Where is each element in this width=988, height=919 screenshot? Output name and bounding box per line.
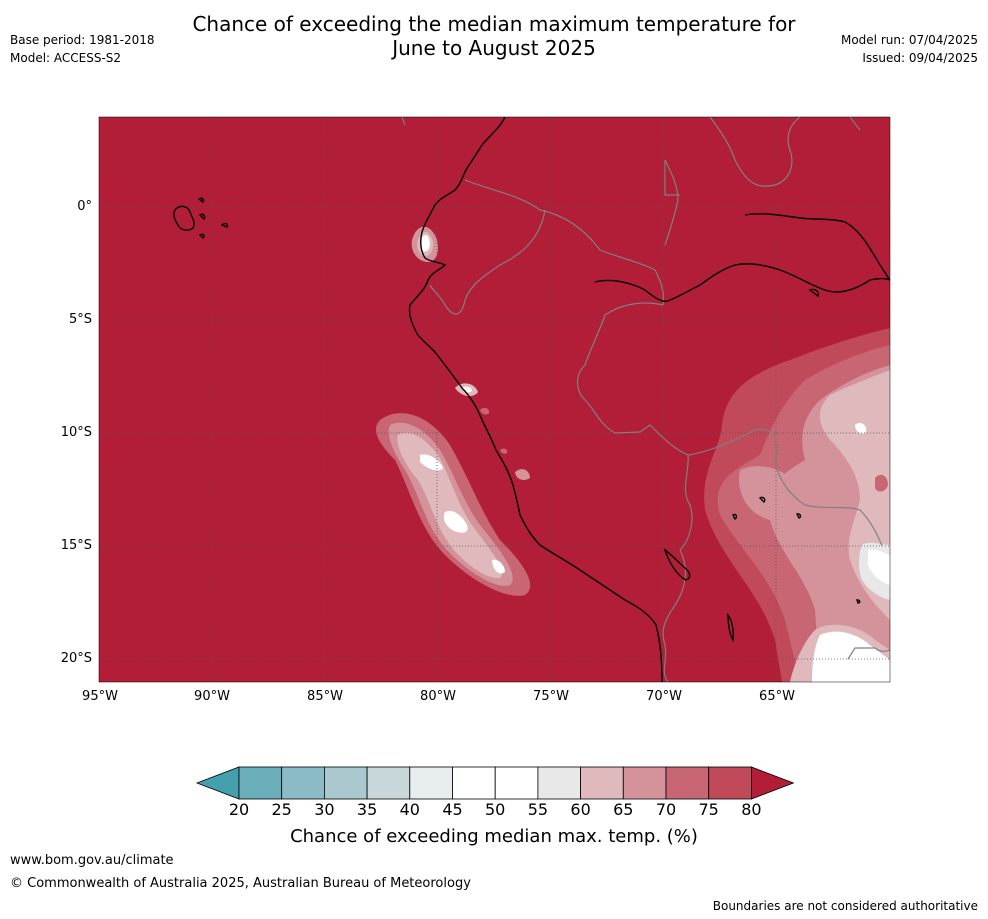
meta-left: Base period: 1981-2018 Model: ACCESS-S2 [10, 31, 155, 67]
colorbar-tick-label: 55 [527, 800, 549, 819]
title-line-1: Chance of exceeding the median maximum t… [192, 12, 796, 36]
copyright-text: © Commonwealth of Australia 2025, Austra… [10, 876, 471, 891]
base-period: Base period: 1981-2018 [10, 33, 155, 47]
chart-title: Chance of exceeding the median maximum t… [0, 12, 988, 60]
country-borders [401, 117, 890, 682]
colorbar-segment [494, 766, 539, 800]
colorbar-segment [665, 766, 710, 800]
colorbar-tick-label: 80 [741, 800, 762, 819]
lat-label-15s: 15°S [60, 538, 92, 553]
colorbar-tick-label: 40 [399, 800, 420, 819]
colorbar [195, 766, 795, 800]
colorbar-segment [323, 766, 368, 800]
model-run: Model run: 07/04/2025 [840, 33, 978, 47]
colorbar-tick-label: 70 [655, 800, 677, 819]
model-name: Model: ACCESS-S2 [10, 51, 122, 65]
colorbar-tick-label: 60 [570, 800, 591, 819]
colorbar-arrow-high [751, 766, 795, 800]
colorbar-tick-label: 75 [698, 800, 719, 819]
colorbar-segment [366, 766, 411, 800]
lat-label-10s: 10°S [60, 425, 92, 440]
colorbar-label: Chance of exceeding median max. temp. (%… [290, 826, 698, 847]
lat-label-0: 0° [77, 199, 92, 214]
ocean-plume [375, 226, 531, 596]
disclaimer-text: Boundaries are not considered authoritat… [712, 899, 978, 913]
colorbar-segment [622, 766, 667, 800]
lon-label-75w: 75°W [533, 689, 569, 704]
colorbar-segment [238, 766, 283, 800]
lon-label-95w: 95°W [82, 689, 118, 704]
lon-label-80w: 80°W [420, 689, 456, 704]
website-text: www.bom.gov.au/climate [10, 853, 174, 868]
lat-label-20s: 20°S [60, 651, 92, 666]
colorbar-tick-label: 50 [485, 800, 506, 819]
colorbar-segment [537, 766, 581, 800]
colorbar-tick-label: 35 [356, 800, 378, 819]
title-line-2: June to August 2025 [392, 36, 596, 60]
gridlines [99, 117, 890, 682]
colorbar-tick-label: 20 [228, 800, 250, 819]
colorbar-segment [281, 766, 325, 800]
colorbar-arrow-low [195, 766, 240, 800]
lon-label-65w: 65°W [759, 689, 795, 704]
colorbar-segment [409, 766, 453, 800]
coastlines [173, 117, 890, 682]
lat-label-5s: 5°S [68, 312, 92, 327]
lon-label-70w: 70°W [646, 689, 682, 704]
colorbar-tick-label: 30 [314, 800, 335, 819]
colorbar-segment [452, 766, 496, 800]
colorbar-segment [580, 766, 624, 800]
colorbar-tick-label: 25 [271, 800, 292, 819]
colorbar-tick-label: 65 [613, 800, 634, 819]
map-frame [98, 116, 891, 683]
meta-right: Model run: 07/04/2025 Issued: 09/04/2025 [841, 31, 978, 67]
colorbar-segment [708, 766, 752, 800]
issued-date: Issued: 09/04/2025 [862, 51, 978, 65]
lon-label-90w: 90°W [194, 689, 230, 704]
lon-label-85w: 85°W [307, 689, 343, 704]
colorbar-tick-label: 45 [442, 800, 463, 819]
